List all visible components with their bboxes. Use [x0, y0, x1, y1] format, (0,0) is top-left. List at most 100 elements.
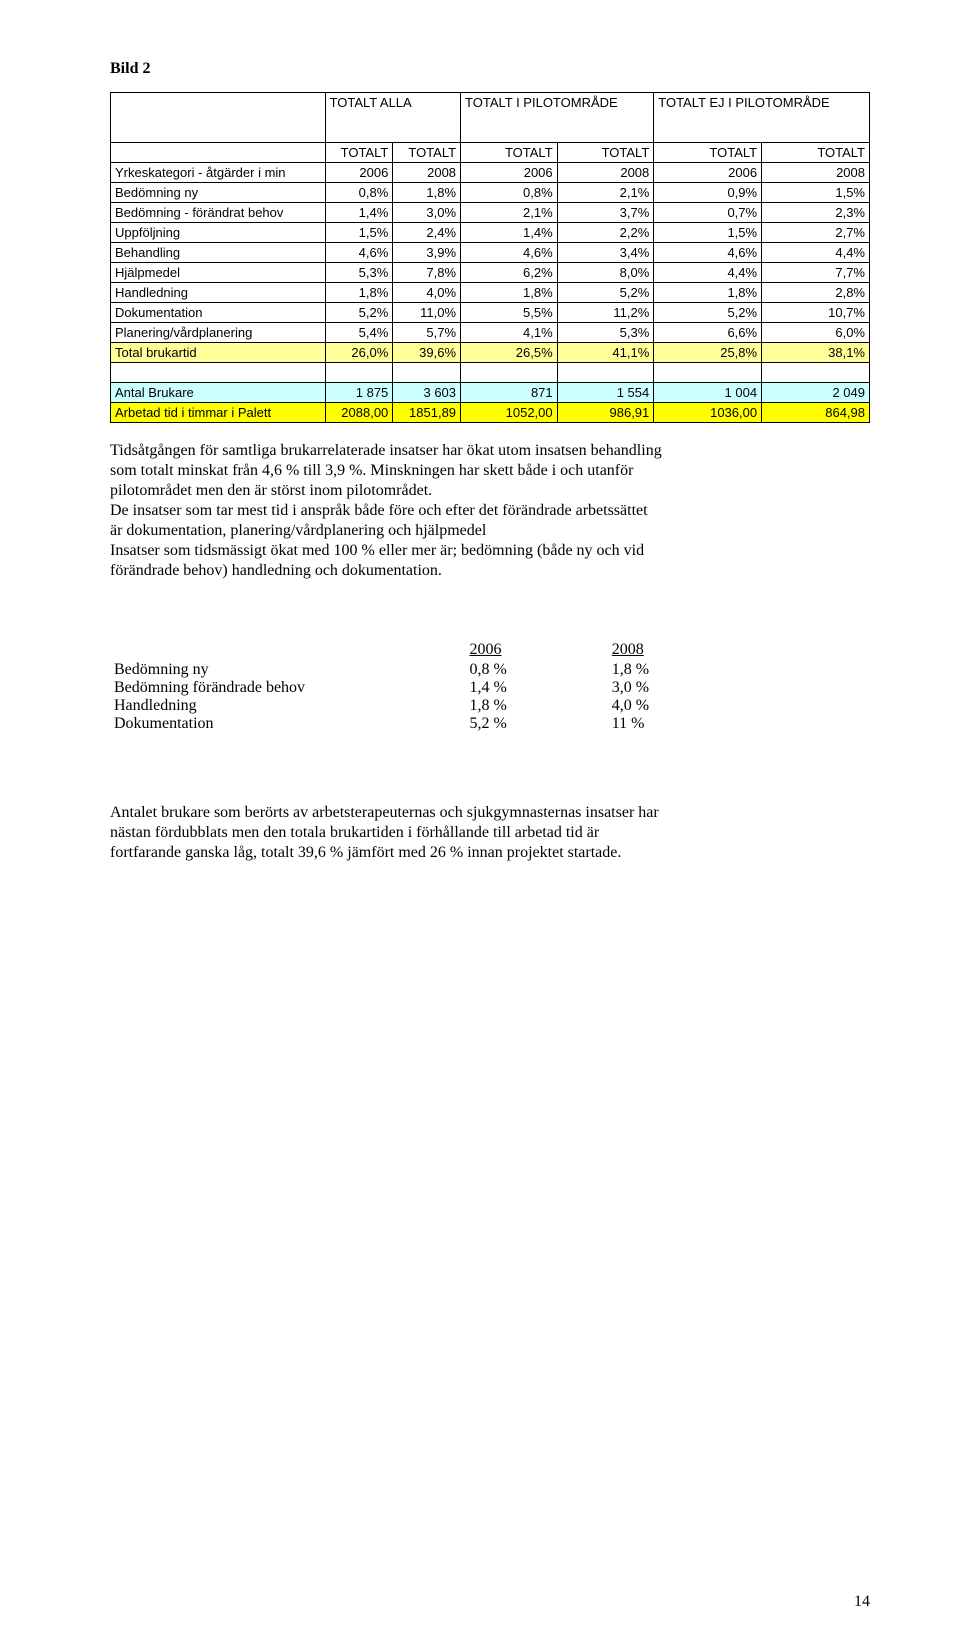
arbetad-cell: 1052,00 [461, 402, 558, 422]
stats-label: Bedömning förändrade behov [110, 679, 466, 697]
table-arbetad-row: Arbetad tid i timmar i Palett 2088,00 18… [111, 402, 870, 422]
data-cell: 5,2% [654, 302, 762, 322]
data-cell: 4,1% [461, 322, 558, 342]
year-row-label: Yrkeskategori - åtgärder i min [111, 162, 326, 182]
stats-row: Bedömning förändrade behov1,4 %3,0 % [110, 679, 750, 697]
table-gap-row [111, 362, 870, 382]
row-label: Behandling [111, 242, 326, 262]
group-header-pilot: TOTALT I PILOTOMRÅDE [461, 93, 654, 113]
group-header-nonpilot: TOTALT EJ I PILOTOMRÅDE [654, 93, 870, 113]
table-row: Handledning1,8%4,0%1,8%5,2%1,8%2,8% [111, 282, 870, 302]
table-row: Planering/vårdplanering5,4%5,7%4,1%5,3%6… [111, 322, 870, 342]
arbetad-cell: 1036,00 [654, 402, 762, 422]
total-cell: 26,0% [325, 342, 393, 362]
data-cell: 11,0% [393, 302, 461, 322]
data-cell: 5,2% [325, 302, 393, 322]
data-cell: 4,6% [654, 242, 762, 262]
stats-label: Handledning [110, 697, 466, 715]
year-cell: 2008 [762, 162, 870, 182]
page-number: 14 [854, 1593, 870, 1611]
data-cell: 1,8% [461, 282, 558, 302]
table-year-row: Yrkeskategori - åtgärder i min 2006 2008… [111, 162, 870, 182]
data-cell: 0,8% [325, 182, 393, 202]
data-cell: 1,5% [325, 222, 393, 242]
year-cell: 2006 [461, 162, 558, 182]
data-cell: 2,2% [557, 222, 654, 242]
header-blank [111, 93, 326, 113]
data-cell: 6,6% [654, 322, 762, 342]
data-cell: 5,3% [557, 322, 654, 342]
stats-year-a: 2006 [466, 641, 608, 661]
stats-value-b: 1,8 % [608, 661, 750, 679]
table-brukare-row: Antal Brukare 1 875 3 603 871 1 554 1 00… [111, 382, 870, 402]
table-row: Uppföljning1,5%2,4%1,4%2,2%1,5%2,7% [111, 222, 870, 242]
data-cell: 4,4% [654, 262, 762, 282]
data-cell: 6,0% [762, 322, 870, 342]
subheader-col: TOTALT [654, 142, 762, 162]
table-row: Dokumentation5,2%11,0%5,5%11,2%5,2%10,7% [111, 302, 870, 322]
total-label: Total brukartid [111, 342, 326, 362]
brukare-cell: 871 [461, 382, 558, 402]
stats-row: Bedömning ny0,8 %1,8 % [110, 661, 750, 679]
table-header-groups: TOTALT ALLA TOTALT I PILOTOMRÅDE TOTALT … [111, 93, 870, 113]
row-label: Uppföljning [111, 222, 326, 242]
table-row: Behandling4,6%3,9%4,6%3,4%4,6%4,4% [111, 242, 870, 262]
paragraph-line: är dokumentation, planering/vårdplanerin… [110, 522, 486, 539]
group-header-all: TOTALT ALLA [325, 93, 460, 113]
paragraph-line: nästan fördubblats men den totala brukar… [110, 824, 599, 841]
total-cell: 25,8% [654, 342, 762, 362]
stats-value-a: 5,2 % [466, 715, 608, 733]
paragraph-line: som totalt minskat från 4,6 % till 3,9 %… [110, 462, 633, 479]
data-cell: 3,0% [393, 202, 461, 222]
data-cell: 2,1% [461, 202, 558, 222]
table-row: Bedömning - förändrat behov1,4%3,0%2,1%3… [111, 202, 870, 222]
subheader-col: TOTALT [557, 142, 654, 162]
row-label: Bedömning - förändrat behov [111, 202, 326, 222]
data-cell: 5,2% [557, 282, 654, 302]
page: Bild 2 TOTALT ALLA TOTALT I PILOTOMRÅDE … [0, 0, 960, 1641]
paragraph-line: fortfarande ganska låg, totalt 39,6 % jä… [110, 844, 621, 861]
stats-value-a: 1,4 % [466, 679, 608, 697]
subheader-blank [111, 142, 326, 162]
stats-value-b: 3,0 % [608, 679, 750, 697]
data-cell: 2,4% [393, 222, 461, 242]
paragraph-line: Antalet brukare som berörts av arbetster… [110, 804, 659, 821]
total-cell: 38,1% [762, 342, 870, 362]
brukare-cell: 1 004 [654, 382, 762, 402]
data-cell: 2,1% [557, 182, 654, 202]
stats-row: Dokumentation5,2 %11 % [110, 715, 750, 733]
year-cell: 2006 [654, 162, 762, 182]
year-cell: 2006 [325, 162, 393, 182]
data-cell: 1,8% [654, 282, 762, 302]
paragraph-line: Tidsåtgången för samtliga brukarrelatera… [110, 442, 662, 459]
stats-year-row: 2006 2008 [110, 641, 750, 661]
data-cell: 5,5% [461, 302, 558, 322]
data-cell: 0,8% [461, 182, 558, 202]
data-cell: 2,7% [762, 222, 870, 242]
data-cell: 4,6% [461, 242, 558, 262]
data-cell: 5,7% [393, 322, 461, 342]
total-cell: 26,5% [461, 342, 558, 362]
row-label: Handledning [111, 282, 326, 302]
row-label: Bedömning ny [111, 182, 326, 202]
data-cell: 4,4% [762, 242, 870, 262]
data-cell: 1,8% [325, 282, 393, 302]
subheader-col: TOTALT [393, 142, 461, 162]
year-cell: 2008 [557, 162, 654, 182]
stats-table: 2006 2008 Bedömning ny0,8 %1,8 %Bedömnin… [110, 641, 750, 733]
brukare-label: Antal Brukare [111, 382, 326, 402]
brukare-cell: 1 875 [325, 382, 393, 402]
stats-value-a: 1,8 % [466, 697, 608, 715]
table-total-row: Total brukartid 26,0% 39,6% 26,5% 41,1% … [111, 342, 870, 362]
subheader-col: TOTALT [762, 142, 870, 162]
data-cell: 8,0% [557, 262, 654, 282]
stats-year-b: 2008 [608, 641, 750, 661]
paragraph-line: förändrade behov) handledning och dokume… [110, 562, 442, 579]
paragraph-line: pilotområdet men den är störst inom pilo… [110, 482, 432, 499]
total-cell: 41,1% [557, 342, 654, 362]
data-cell: 1,4% [325, 202, 393, 222]
main-data-table: TOTALT ALLA TOTALT I PILOTOMRÅDE TOTALT … [110, 92, 870, 423]
data-cell: 3,7% [557, 202, 654, 222]
total-cell: 39,6% [393, 342, 461, 362]
brukare-cell: 1 554 [557, 382, 654, 402]
